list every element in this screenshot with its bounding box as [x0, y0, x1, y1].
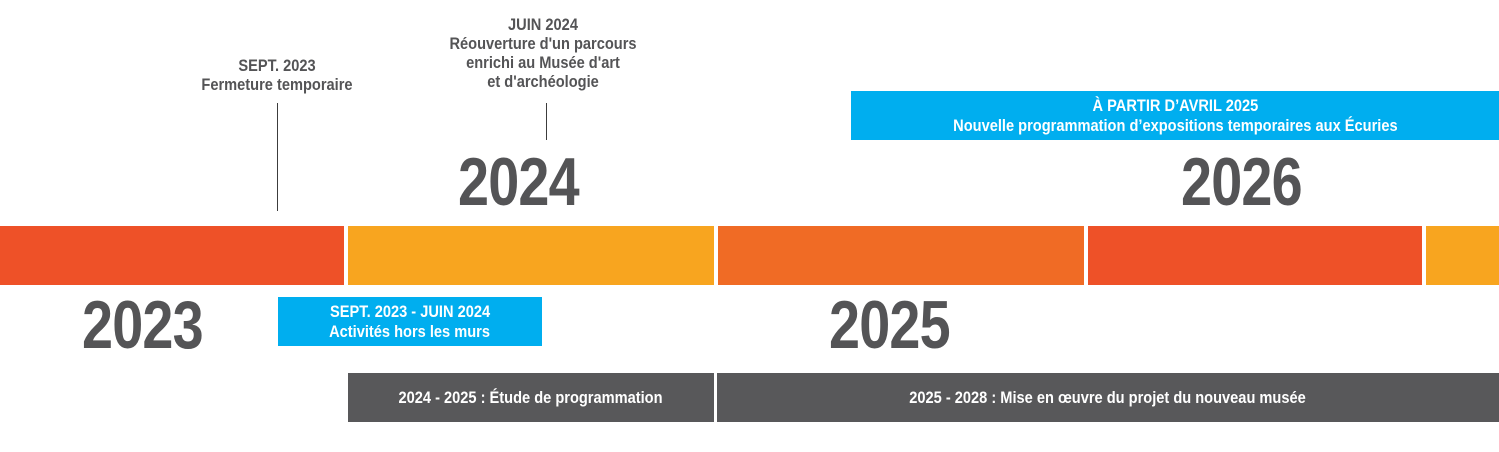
period-title: À PARTIR D’AVRIL 2025: [1092, 95, 1258, 115]
event-text-line2: enrichi au Musée d'art: [466, 53, 620, 72]
timeline-segment-2024: [348, 226, 714, 285]
period-label: 2025 - 2028 : Mise en œuvre du projet du…: [909, 387, 1307, 407]
timeline-segment-2027: [1426, 226, 1499, 285]
event-text: Fermeture temporaire: [201, 75, 353, 94]
period-text: Nouvelle programmation d’expositions tem…: [952, 115, 1398, 135]
event-connector-line: [277, 103, 278, 211]
period-hors-les-murs: SEPT. 2023 - JUIN 2024 Activités hors le…: [278, 297, 542, 346]
event-text-line3: et d'archéologie: [487, 72, 599, 91]
period-avril-2025: À PARTIR D’AVRIL 2025 Nouvelle programma…: [851, 91, 1499, 140]
period-text: Activités hors les murs: [329, 321, 491, 341]
period-label: 2024 - 2025 : Étude de programmation: [398, 387, 664, 407]
year-label-2025: 2025: [829, 287, 951, 363]
timeline-segment-2023: [0, 226, 344, 285]
event-date: JUIN 2024: [508, 15, 578, 34]
period-title: SEPT. 2023 - JUIN 2024: [329, 301, 491, 321]
event-text-line1: Réouverture d'un parcours: [449, 34, 637, 53]
event-connector-line: [546, 103, 547, 140]
event-date: SEPT. 2023: [238, 56, 316, 75]
period-nouveau-musee: 2025 - 2028 : Mise en œuvre du projet du…: [717, 373, 1499, 422]
event-sept-2023: SEPT. 2023 Fermeture temporaire: [191, 56, 363, 94]
year-label-2026: 2026: [1181, 144, 1303, 220]
timeline-segment-2026: [1088, 226, 1422, 285]
year-label-2023: 2023: [82, 287, 204, 363]
event-juin-2024: JUIN 2024 Réouverture d'un parcours enri…: [431, 15, 655, 91]
timeline-segment-2025: [718, 226, 1084, 285]
year-label-2024: 2024: [458, 144, 580, 220]
period-etude-programmation: 2024 - 2025 : Étude de programmation: [348, 373, 714, 422]
